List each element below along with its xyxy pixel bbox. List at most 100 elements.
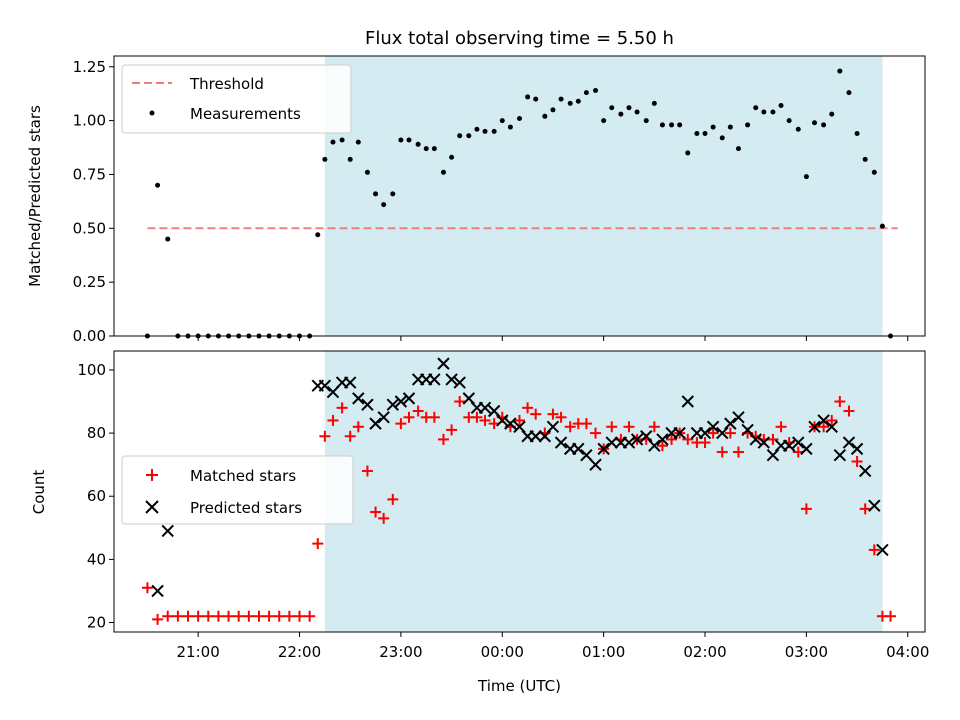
matched-star-point <box>699 437 711 449</box>
predicted-star-point <box>597 442 610 456</box>
predicted-star-point <box>681 395 694 408</box>
predicted-star-point <box>394 395 408 408</box>
bottom-legend: Matched stars Predicted stars <box>121 455 354 525</box>
measurement-point <box>702 131 708 137</box>
predicted-star-point <box>151 584 164 598</box>
matched-star-point <box>273 610 285 622</box>
measurement-point <box>651 100 657 106</box>
predicted-star-point <box>589 458 602 471</box>
predicted-star-point <box>808 420 821 433</box>
measurement-point <box>499 118 505 124</box>
top-legend-box <box>121 64 352 134</box>
measurement-point <box>694 131 700 137</box>
matched-star-point <box>843 405 855 417</box>
predicted-star-point <box>377 411 390 424</box>
matched-star-point <box>623 421 635 433</box>
measurement-point <box>364 169 370 175</box>
matched-star-point <box>336 402 348 414</box>
matched-star-point <box>319 430 331 442</box>
predicted-star-point <box>876 543 889 557</box>
measurement-point <box>525 94 531 100</box>
top-shaded-observing-span <box>324 56 883 336</box>
y-tick-label: 0.00 <box>73 327 106 345</box>
predicted-star-point <box>698 426 712 440</box>
bottom-shaded-observing-span <box>324 351 883 632</box>
y-tick-label: 0.25 <box>73 273 106 291</box>
y-tick-label: 40 <box>87 550 106 568</box>
measurement-point <box>659 122 665 128</box>
predicted-star-point <box>529 430 542 443</box>
predicted-star-point <box>546 420 560 433</box>
matched-star-point <box>233 610 245 622</box>
measurement-point <box>669 122 675 128</box>
measurement-point <box>423 146 429 152</box>
x-tick-label: 22:00 <box>278 643 321 661</box>
measurement-point <box>626 105 632 111</box>
matched-star-point <box>294 610 306 622</box>
matched-star-point <box>555 411 567 423</box>
predicted-star-point <box>724 417 737 430</box>
measurement-point <box>165 236 171 242</box>
predicted-star-point <box>800 442 813 456</box>
measurement-point <box>507 124 513 130</box>
predicted-star-point <box>428 373 441 386</box>
measurement-point <box>837 68 843 74</box>
predicted-star-point <box>504 417 517 430</box>
matched-star-point <box>312 538 324 550</box>
predicted-star-point <box>757 436 771 449</box>
measurement-point <box>517 115 522 121</box>
measurement-point <box>761 109 767 115</box>
predicted-star-point <box>580 448 593 462</box>
measurement-point <box>381 202 387 208</box>
predicted-star-point <box>453 376 466 389</box>
top-legend: Threshold Measurements <box>121 64 352 134</box>
measurement-point <box>550 107 556 113</box>
measurement-point <box>398 137 404 143</box>
measurement-point <box>542 113 548 119</box>
predicted-star-point <box>656 433 669 446</box>
y-tick-label: 1.00 <box>73 112 106 130</box>
matched-star-point <box>606 421 618 433</box>
matched-star-point <box>387 493 399 505</box>
predicted-star-point <box>386 398 399 411</box>
matched-star-point <box>403 411 415 423</box>
predicted-star-point <box>572 442 585 456</box>
matched-star-point <box>454 396 466 408</box>
matched-star-point <box>716 446 728 458</box>
bottom-legend-box <box>121 455 354 525</box>
matched-star-point <box>327 414 339 426</box>
bottom-plot-frame <box>113 350 926 633</box>
matched-star-point <box>182 610 194 622</box>
measurement-point <box>474 126 480 132</box>
predicted-star-point <box>749 433 762 446</box>
x-tick-label: 23:00 <box>379 643 422 661</box>
measurement-point <box>846 90 852 96</box>
matched-star-point <box>428 411 440 423</box>
measurement-point <box>854 131 860 137</box>
measurement-point <box>355 139 361 145</box>
measurement-point <box>601 118 607 124</box>
matched-star-point <box>378 512 390 524</box>
x-tick-label: 01:00 <box>582 643 625 661</box>
matched-star-point <box>162 610 174 622</box>
matched-star-point <box>590 427 602 439</box>
matched-star-point <box>471 411 483 423</box>
measurement-point <box>770 109 776 115</box>
measurement-point <box>457 133 463 139</box>
y-tick-label: 0.50 <box>73 219 106 237</box>
matched-star-point <box>885 610 897 622</box>
y-tick-label: 20 <box>87 614 106 632</box>
y-tick-label: 0.75 <box>73 165 106 183</box>
predicted-star-point <box>868 499 881 512</box>
measurement-point <box>406 137 412 143</box>
measurement-point <box>634 109 640 115</box>
top-plot-frame <box>113 55 926 337</box>
matched-star-point <box>656 440 668 452</box>
predicted-star-point <box>402 392 416 405</box>
predicted-star-point <box>352 392 365 405</box>
legend-threshold-label: Threshold <box>189 75 264 93</box>
measurement-point <box>778 103 784 109</box>
measurement-point <box>415 141 421 147</box>
y-tick-label: 80 <box>87 424 106 442</box>
